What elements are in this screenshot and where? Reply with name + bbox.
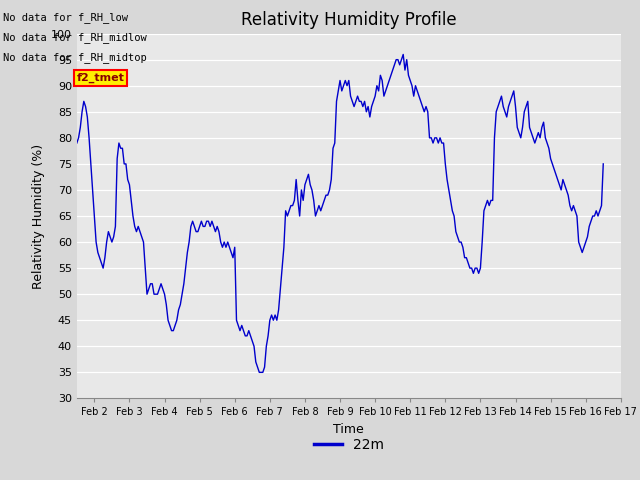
Legend: 22m: 22m xyxy=(308,432,389,457)
Text: f2_tmet: f2_tmet xyxy=(77,73,125,84)
Text: No data for f_RH_midtop: No data for f_RH_midtop xyxy=(3,52,147,63)
Text: No data for f_RH_low: No data for f_RH_low xyxy=(3,12,128,23)
Text: No data for f_RH_midlow: No data for f_RH_midlow xyxy=(3,32,147,43)
X-axis label: Time: Time xyxy=(333,423,364,436)
Y-axis label: Relativity Humidity (%): Relativity Humidity (%) xyxy=(33,144,45,288)
Title: Relativity Humidity Profile: Relativity Humidity Profile xyxy=(241,11,456,29)
